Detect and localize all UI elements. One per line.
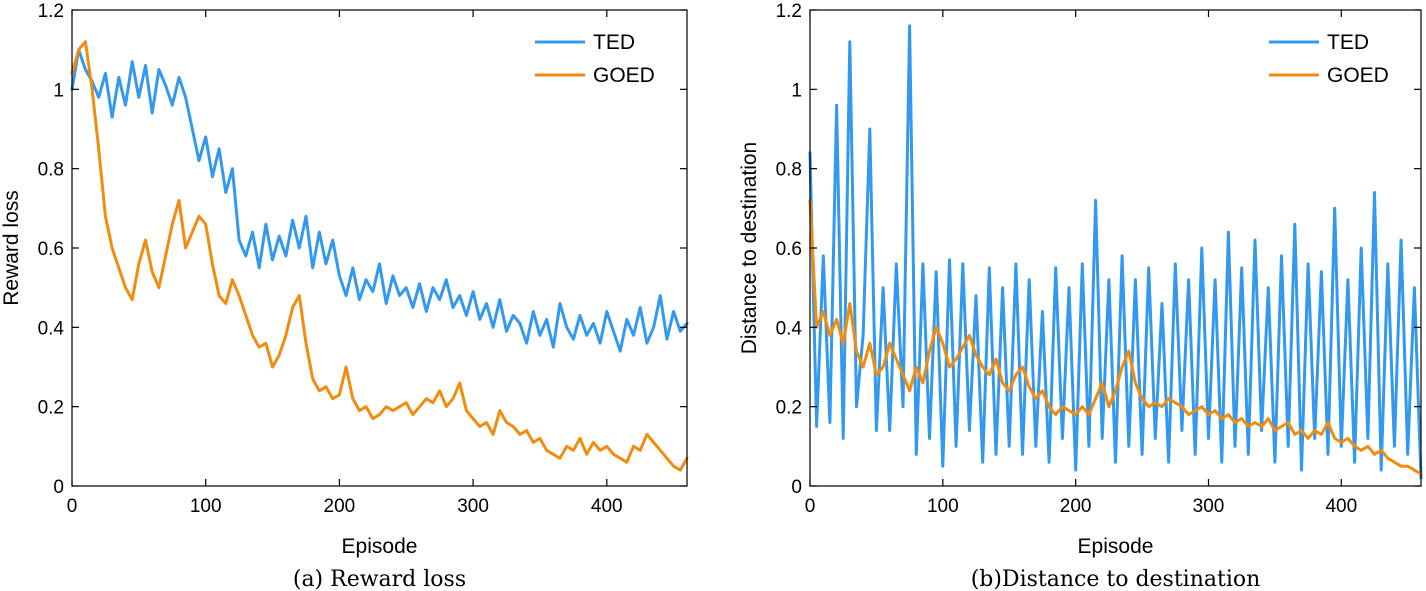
- y-tick-label: 1: [53, 80, 64, 101]
- y-axis-label: Distance to destination: [738, 142, 761, 354]
- series-layer: [808, 24, 1423, 480]
- x-tick-label: 200: [324, 496, 356, 517]
- tick-layer: 0 100 200 300 400 0 0.2 0.4 0.6 0.8 1 1.2: [38, 1, 687, 517]
- series-line-goed: [70, 40, 689, 472]
- panel-reward-loss: 0 100 200 300 400 0 0.2 0.4 0.6 0.8 1 1.2 TED GOED E…: [0, 1, 689, 591]
- x-tick-label: 300: [457, 496, 489, 517]
- legend-label-ted: TED: [593, 31, 635, 54]
- legend-label-goed: GOED: [593, 64, 655, 87]
- legend-label-goed: GOED: [1327, 64, 1389, 87]
- y-tick-label: 0.6: [776, 239, 802, 260]
- y-tick-label: 0: [791, 477, 802, 498]
- legend-label-ted: TED: [1327, 31, 1369, 54]
- series-line-goed: [808, 198, 1423, 476]
- x-tick-label: 400: [591, 496, 623, 517]
- y-tick-label: 0.8: [38, 160, 64, 181]
- y-tick-label: 1: [791, 80, 802, 101]
- panel-distance-to-destination: 0 100 200 300 400 0 0.2 0.4 0.6 0.8 1 1.2 TED GOED E…: [738, 1, 1423, 591]
- y-tick-label: 0.6: [38, 239, 64, 260]
- x-tick-label: 0: [67, 496, 78, 517]
- x-axis-label: Episode: [1078, 535, 1154, 558]
- tick-layer: 0 100 200 300 400 0 0.2 0.4 0.6 0.8 1 1.2: [776, 1, 1421, 517]
- legend: TED GOED: [535, 31, 655, 87]
- x-tick-label: 300: [1193, 496, 1225, 517]
- y-tick-label: 0: [53, 477, 64, 498]
- x-tick-label: 100: [927, 496, 959, 517]
- legend: TED GOED: [1269, 31, 1389, 87]
- x-axis-label: Episode: [342, 535, 418, 558]
- x-tick-label: 100: [190, 496, 222, 517]
- series-line-ted: [808, 24, 1423, 480]
- y-tick-label: 1.2: [38, 1, 64, 22]
- caption: (b)Distance to destination: [971, 567, 1261, 591]
- series-layer: [70, 40, 689, 472]
- x-tick-label: 200: [1060, 496, 1092, 517]
- y-tick-label: 0.2: [776, 398, 802, 419]
- caption: (a) Reward loss: [293, 567, 466, 591]
- x-tick-label: 0: [805, 496, 816, 517]
- y-tick-label: 0.4: [38, 318, 65, 339]
- series-line-ted: [70, 48, 689, 353]
- y-tick-label: 0.4: [776, 318, 803, 339]
- y-tick-label: 0.2: [38, 398, 64, 419]
- x-tick-label: 400: [1325, 496, 1357, 517]
- y-tick-label: 1.2: [776, 1, 802, 22]
- y-axis-label: Reward loss: [0, 190, 23, 306]
- y-tick-label: 0.8: [776, 160, 802, 181]
